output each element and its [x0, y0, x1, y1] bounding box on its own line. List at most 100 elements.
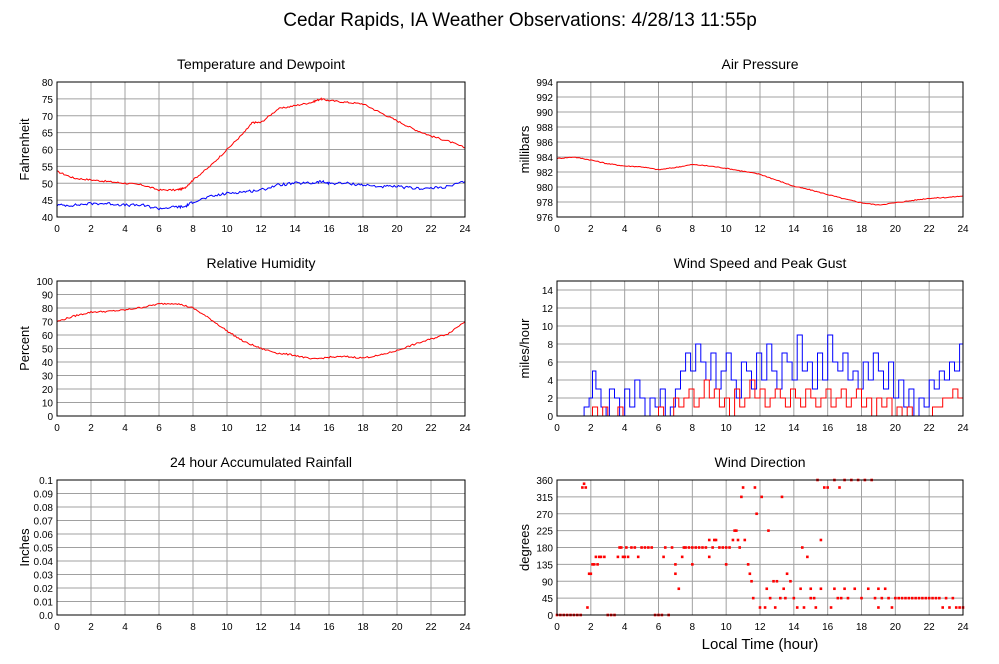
- data-point: [921, 596, 924, 600]
- x-tick-label: 20: [391, 423, 403, 434]
- series-line-red: [56, 302, 466, 360]
- data-point: [721, 546, 725, 549]
- x-tick-label: 10: [221, 622, 233, 633]
- data-point: [767, 529, 770, 532]
- data-point: [900, 596, 904, 600]
- x-tick-label: 12: [255, 224, 267, 235]
- y-axis-label: Inches: [17, 528, 32, 567]
- x-tick-label: 22: [425, 423, 437, 434]
- x-tick-label: 0: [54, 622, 60, 633]
- y-axis-label: miles/hour: [517, 318, 532, 379]
- data-point: [814, 606, 818, 609]
- data-point: [626, 555, 630, 559]
- y-tick-label: 45: [42, 196, 54, 207]
- data-point: [740, 495, 743, 499]
- x-tick-label: 12: [754, 622, 766, 633]
- data-point: [799, 587, 802, 591]
- x-tick-label: 22: [425, 622, 437, 633]
- chart-title: Relative Humidity: [207, 255, 316, 271]
- y-tick-label: 55: [42, 162, 54, 173]
- x-tick-label: 8: [190, 423, 196, 434]
- data-point: [768, 596, 772, 600]
- y-tick-label: 992: [536, 93, 553, 104]
- x-tick-label: 16: [323, 423, 335, 434]
- data-point: [751, 596, 755, 600]
- data-point: [934, 596, 938, 600]
- x-tick-label: 24: [459, 423, 471, 434]
- data-point: [806, 555, 809, 559]
- data-point: [951, 596, 955, 600]
- x-tick-label: 0: [554, 423, 560, 434]
- x-tick-label: 16: [323, 224, 335, 235]
- x-tick-label: 0: [554, 622, 560, 633]
- y-axis-label: Percent: [17, 326, 32, 371]
- data-point: [650, 546, 654, 549]
- data-point: [826, 486, 829, 489]
- series-line-red: [556, 156, 964, 206]
- x-tick-label: 2: [588, 622, 594, 633]
- data-point: [636, 555, 640, 559]
- data-point: [603, 555, 606, 559]
- x-tick-label: 20: [391, 622, 403, 633]
- chart-title: Wind Direction: [714, 454, 805, 470]
- data-point: [789, 579, 792, 583]
- y-tick-label: 20: [42, 385, 54, 396]
- x-tick-label: 4: [622, 224, 628, 235]
- x-tick-label: 20: [391, 224, 403, 235]
- x-tick-label: 10: [221, 224, 233, 235]
- x-tick-label: 14: [289, 423, 301, 434]
- data-point: [707, 538, 711, 542]
- data-point: [758, 606, 762, 609]
- y-tick-label: 135: [536, 560, 553, 571]
- y-tick-label: 0.02: [34, 584, 54, 595]
- data-point: [887, 596, 890, 600]
- data-point: [917, 596, 921, 600]
- y-tick-label: 70: [42, 318, 54, 329]
- y-tick-label: 225: [536, 527, 553, 538]
- data-point: [809, 587, 813, 591]
- data-point: [809, 596, 813, 600]
- x-tick-label: 0: [54, 224, 60, 235]
- x-tick-label: 14: [289, 224, 301, 235]
- data-point: [775, 579, 779, 583]
- data-point: [944, 596, 948, 600]
- y-tick-label: 50: [42, 345, 54, 356]
- chart-title: 24 hour Accumulated Rainfall: [170, 454, 352, 470]
- x-tick-label: 16: [822, 622, 834, 633]
- data-point: [633, 546, 637, 549]
- data-point: [694, 546, 698, 549]
- data-point: [779, 596, 782, 600]
- data-point: [938, 596, 941, 600]
- x-tick-label: 8: [690, 423, 696, 434]
- data-point: [731, 538, 735, 542]
- y-tick-label: 12: [542, 304, 554, 315]
- x-tick-label: 18: [357, 423, 369, 434]
- x-tick-label: 24: [459, 622, 471, 633]
- plot-frame: [56, 280, 466, 417]
- data-point: [746, 563, 750, 566]
- x-axis-label: Local Time (hour): [702, 636, 819, 653]
- y-tick-label: 2: [547, 394, 553, 405]
- data-point: [707, 555, 711, 559]
- y-tick-label: 75: [42, 95, 54, 106]
- data-point: [680, 555, 684, 559]
- series-line-blue: [56, 179, 466, 211]
- y-tick-label: 990: [536, 108, 553, 119]
- y-tick-label: 270: [536, 510, 553, 521]
- y-tick-label: 982: [536, 168, 553, 179]
- x-tick-label: 12: [255, 423, 267, 434]
- data-point: [910, 596, 914, 600]
- x-tick-label: 12: [754, 224, 766, 235]
- x-tick-label: 24: [957, 622, 969, 633]
- data-point: [587, 572, 591, 576]
- data-point: [753, 486, 757, 489]
- data-point: [755, 512, 758, 516]
- data-point: [625, 546, 628, 549]
- data-point: [763, 606, 767, 609]
- y-axis-label: degrees: [517, 524, 532, 571]
- data-point: [591, 563, 594, 566]
- data-point: [839, 596, 843, 600]
- x-tick-label: 10: [721, 423, 733, 434]
